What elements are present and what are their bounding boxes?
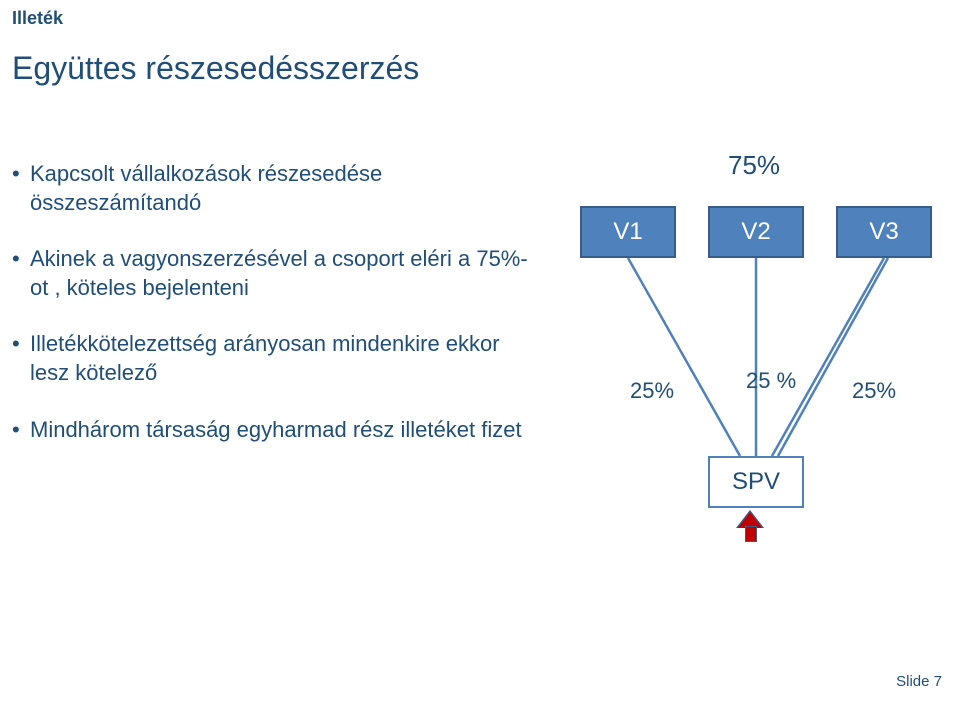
slide-number: Slide 7	[896, 673, 942, 690]
node-v3: V3	[836, 206, 932, 258]
edge-label-1: 25 %	[746, 368, 796, 394]
topic-label: Illeték	[12, 8, 63, 29]
bullet-item-3: Mindhárom társaság egyharmad rész illeté…	[12, 416, 542, 445]
topic-text: Illeték	[12, 8, 63, 28]
top-percent-label: 75%	[728, 150, 780, 181]
slide-title: Együttes részesedésszerzés	[12, 50, 419, 87]
up-arrow-stem	[745, 526, 757, 542]
node-spv: SPV	[708, 456, 804, 508]
bullet-list: Kapcsolt vállalkozások részesedése össze…	[12, 160, 542, 472]
footer-text: Slide 7	[896, 673, 942, 690]
diagram: 75% V1 V2 V3 SPV 25% 25 % 25%	[572, 150, 942, 550]
edge-label-2: 25%	[852, 378, 896, 404]
bullet-item-2: Illetékkötelezettség arányosan mindenkir…	[12, 330, 542, 387]
edge-label-0: 25%	[630, 378, 674, 404]
node-v2: V2	[708, 206, 804, 258]
bullet-item-0: Kapcsolt vállalkozások részesedése össze…	[12, 160, 542, 217]
bullet-item-1: Akinek a vagyonszerzésével a csoport elé…	[12, 245, 542, 302]
title-text: Együttes részesedésszerzés	[12, 50, 419, 86]
node-v1: V1	[580, 206, 676, 258]
slide: Illeték Együttes részesedésszerzés Kapcs…	[0, 0, 960, 706]
